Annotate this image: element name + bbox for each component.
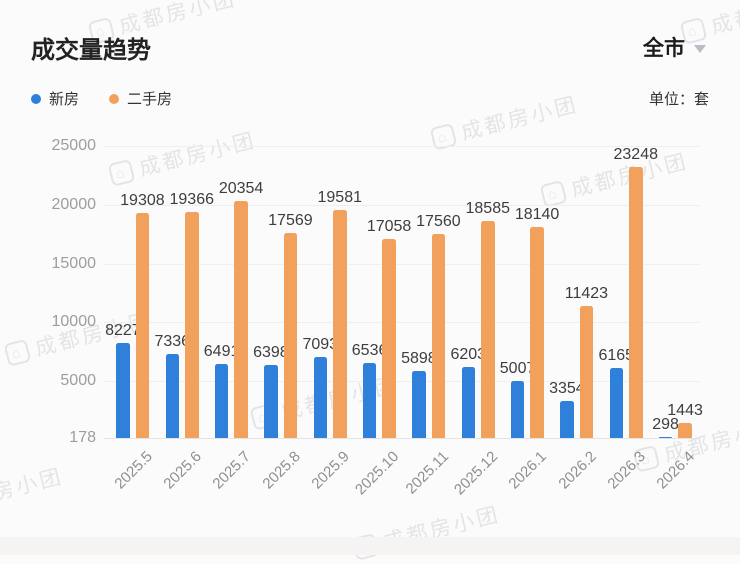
bar-value-label: 19581 — [317, 188, 363, 206]
bar-new-homes — [264, 364, 278, 438]
bar-value-label: 6165 — [598, 346, 635, 364]
bar-value-label: 5898 — [401, 349, 437, 367]
bar-new-homes — [658, 436, 673, 438]
x-axis-tick-label: 2026.2 — [555, 448, 600, 493]
gridline — [104, 381, 700, 383]
gridline — [104, 204, 700, 206]
bar-value-label: 1443 — [667, 402, 703, 420]
legend-item-secondhand-homes: 二手房 — [109, 88, 172, 109]
page-title: 成交量趋势 — [31, 37, 151, 64]
bar-new-homes — [510, 381, 525, 438]
bar-value-label: 6398 — [253, 343, 289, 361]
legend-dot-new-homes — [31, 93, 41, 104]
unit-label: 单位：套 — [648, 91, 709, 108]
x-axis-tick-label: 2025.7 — [209, 448, 255, 493]
bar-value-label: 17058 — [366, 218, 412, 236]
bar-value-label: 6491 — [203, 342, 240, 360]
region-selector-label: 全市 — [643, 37, 685, 60]
x-axis-tick-label: 2025.9 — [308, 448, 354, 493]
y-axis-tick-label: 178 — [69, 429, 96, 446]
bar-value-label: 17569 — [268, 212, 313, 230]
region-selector[interactable]: 全市 — [643, 32, 706, 62]
bar-value-label: 3354 — [549, 379, 585, 397]
bar-secondhand-homes — [678, 423, 692, 438]
y-axis-tick-label: 25000 — [51, 137, 97, 154]
y-axis-tick-label: 20000 — [51, 195, 97, 213]
legend-dot-secondhand-homes — [109, 93, 120, 104]
gridline — [104, 322, 700, 324]
chevron-down-icon — [694, 44, 706, 53]
x-axis-tick-label: 2025.8 — [259, 448, 304, 493]
bar-value-label: 19366 — [169, 191, 215, 209]
x-axis-tick-label: 2026.1 — [505, 448, 551, 493]
bar-secondhand-homes — [530, 226, 544, 438]
bar-value-label: 6536 — [351, 342, 388, 360]
bar-value-label: 18140 — [514, 205, 560, 223]
gridline — [104, 263, 700, 265]
bottom-strip — [0, 537, 740, 555]
bar-value-label: 7093 — [302, 335, 339, 353]
bar-secondhand-homes — [629, 166, 643, 438]
bar-value-label: 19308 — [120, 191, 165, 209]
x-axis-tick-label: 2026.4 — [653, 448, 699, 493]
gridline — [104, 438, 700, 439]
bar-new-homes — [165, 353, 179, 438]
y-axis-tick-label: 15000 — [51, 254, 97, 272]
bar-value-label: 18585 — [465, 200, 511, 218]
x-axis-tick-label: 2025.12 — [450, 448, 502, 499]
bar-new-homes — [560, 400, 574, 438]
x-axis-tick-label: 2025.11 — [402, 448, 452, 498]
bar-secondhand-homes — [382, 239, 396, 438]
legend-label-secondhand-homes: 二手房 — [127, 91, 173, 108]
chart-legend: 新房 二手房 — [31, 88, 172, 109]
bar-value-label: 23248 — [613, 145, 659, 163]
bar-value-label: 17560 — [416, 212, 461, 230]
bar-new-homes — [412, 370, 426, 438]
bar-new-homes — [461, 367, 475, 438]
legend-label-new-homes: 新房 — [49, 91, 80, 108]
bar-secondhand-homes — [431, 233, 446, 438]
bar-value-label: 20354 — [218, 179, 264, 197]
x-axis-tick-label: 2025.10 — [351, 448, 403, 499]
bar-secondhand-homes — [135, 212, 150, 438]
bar-value-label: 298 — [652, 415, 679, 433]
y-axis-tick-label: 5000 — [60, 372, 96, 390]
bar-value-label: 7336 — [154, 332, 191, 350]
bar-value-label: 11423 — [564, 284, 609, 302]
bar-new-homes — [609, 367, 623, 438]
x-axis-tick-label: 2025.5 — [111, 448, 156, 493]
bar-value-label: 8227 — [105, 322, 141, 340]
x-axis-tick-label: 2025.6 — [160, 448, 206, 493]
bar-new-homes — [362, 363, 377, 438]
bar-secondhand-homes — [185, 212, 199, 438]
y-axis-tick-label: 10000 — [51, 313, 97, 331]
legend-item-new-homes: 新房 — [31, 88, 79, 109]
bar-new-homes — [313, 356, 327, 438]
bar-secondhand-homes — [234, 200, 248, 438]
bar-secondhand-homes — [579, 305, 594, 438]
bar-value-label: 5007 — [499, 360, 536, 378]
bar-secondhand-homes — [283, 233, 298, 438]
bar-new-homes — [214, 363, 229, 438]
gridline — [104, 146, 700, 147]
x-axis-tick-label: 2026.3 — [604, 448, 650, 493]
bar-new-homes — [116, 343, 130, 438]
bar-secondhand-homes — [333, 209, 347, 438]
bar-secondhand-homes — [481, 221, 495, 438]
bar-value-label: 6203 — [450, 346, 487, 364]
